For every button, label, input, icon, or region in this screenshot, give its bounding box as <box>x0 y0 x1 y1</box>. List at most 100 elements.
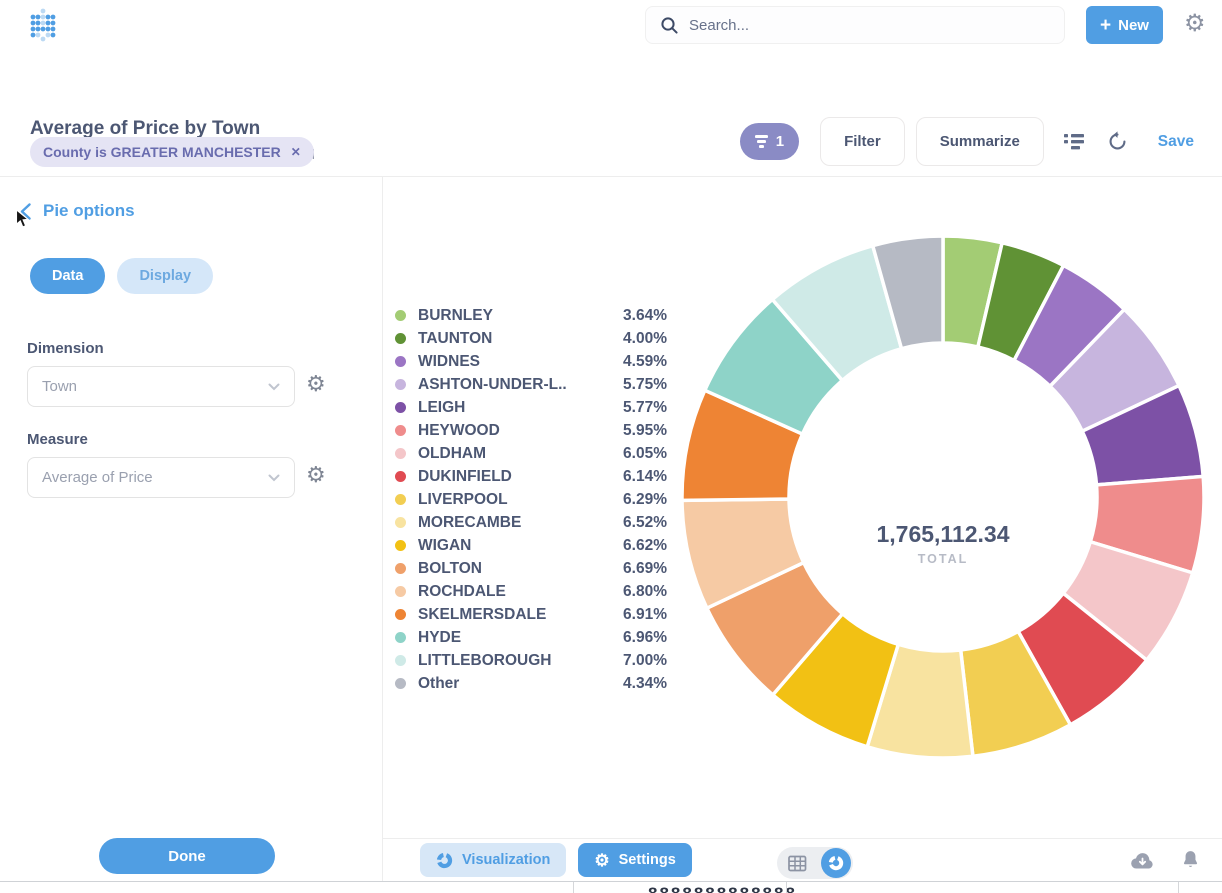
legend-percent: 4.34% <box>623 674 667 692</box>
summarize-button[interactable]: Summarize <box>915 117 1044 166</box>
search-bar[interactable] <box>645 6 1065 44</box>
legend-dot <box>395 563 406 574</box>
legend-label: TAUNTON <box>418 329 493 347</box>
metabase-logo-icon[interactable] <box>30 8 58 47</box>
sidebar-tabs: Data Display <box>30 258 214 294</box>
chevron-left-icon[interactable] <box>20 202 31 220</box>
legend-item[interactable]: ASHTON-UNDER-L.. 5.75% <box>395 373 667 396</box>
legend-percent: 6.29% <box>623 490 667 508</box>
dimension-select[interactable]: Town <box>27 366 295 407</box>
new-button[interactable]: + New <box>1086 6 1163 44</box>
legend-percent: 6.52% <box>623 513 667 531</box>
filter-chip-label: County is GREATER MANCHESTER <box>43 144 281 160</box>
table-view-icon[interactable] <box>788 855 807 872</box>
chevron-down-icon <box>268 383 280 391</box>
legend-item[interactable]: HYDE 6.96% <box>395 626 667 649</box>
legend-item[interactable]: Other 4.34% <box>395 672 667 695</box>
funnel-icon <box>754 135 768 148</box>
legend-label: Other <box>418 674 460 692</box>
legend-label: HEYWOOD <box>418 421 500 439</box>
legend-label: ASHTON-UNDER-L.. <box>418 375 567 393</box>
legend-item[interactable]: WIGAN 6.62% <box>395 534 667 557</box>
legend-dot <box>395 333 406 344</box>
filter-chip[interactable]: County is GREATER MANCHESTER ✕ <box>30 137 314 167</box>
legend-label: WIDNES <box>418 352 480 370</box>
legend-item[interactable]: BURNLEY 3.64% <box>395 304 667 327</box>
legend-item[interactable]: LITTLEBOROUGH 7.00% <box>395 649 667 672</box>
legend-label: LIVERPOOL <box>418 490 508 508</box>
legend-dot <box>395 448 406 459</box>
legend-percent: 4.59% <box>623 352 667 370</box>
sidebar-title: Pie options <box>43 201 135 220</box>
close-icon[interactable]: ✕ <box>290 145 301 159</box>
legend-item[interactable]: SKELMERSDALE 6.91% <box>395 603 667 626</box>
dimension-value: Town <box>42 378 78 395</box>
donut-chart <box>673 227 1213 767</box>
mouse-cursor-icon <box>15 208 32 235</box>
admin-gear-icon[interactable]: ⚙ <box>1184 10 1206 37</box>
measure-value: Average of Price <box>42 469 153 486</box>
question-title[interactable]: Average of Price by Town <box>30 118 261 139</box>
tab-display[interactable]: Display <box>117 258 214 294</box>
visualization-button[interactable]: Visualization <box>420 843 567 877</box>
legend-item[interactable]: HEYWOOD 5.95% <box>395 419 667 442</box>
legend-percent: 6.69% <box>623 559 667 577</box>
legend-percent: 6.14% <box>623 467 667 485</box>
settings-button[interactable]: ⚙ Settings <box>578 843 692 877</box>
legend-dot <box>395 678 406 689</box>
legend-item[interactable]: WIDNES 4.59% <box>395 350 667 373</box>
chart-type-toggle <box>777 847 853 879</box>
notebook-editor-icon[interactable] <box>1063 132 1085 151</box>
legend-percent: 3.64% <box>623 306 667 324</box>
question-toolbar: 1 Filter Summarize Save <box>739 117 1194 166</box>
legend-item[interactable]: LEIGH 5.77% <box>395 396 667 419</box>
tab-data[interactable]: Data <box>30 258 106 294</box>
sidebar-header: Pie options <box>20 201 135 221</box>
filter-button[interactable]: Filter <box>820 117 905 166</box>
pie-slice[interactable] <box>870 234 945 351</box>
legend-item[interactable]: DUKINFIELD 6.14% <box>395 465 667 488</box>
legend-dot <box>395 310 406 321</box>
measure-gear-icon[interactable]: ⚙ <box>306 462 326 487</box>
legend-percent: 6.91% <box>623 605 667 623</box>
legend-item[interactable]: MORECAMBE 6.52% <box>395 511 667 534</box>
body: Pie options Data Display Dimension Town … <box>0 177 1222 893</box>
legend-percent: 7.00% <box>623 651 667 669</box>
filter-count-badge[interactable]: 1 <box>739 123 800 160</box>
legend-dot <box>395 517 406 528</box>
measure-select[interactable]: Average of Price <box>27 457 295 498</box>
download-icon[interactable] <box>1129 851 1156 871</box>
pie-view-icon[interactable] <box>821 848 851 878</box>
filter-chip-row: County is GREATER MANCHESTER ✕ <box>0 116 1222 177</box>
measure-label: Measure <box>27 431 88 448</box>
pie-options-sidebar: Pie options Data Display Dimension Town … <box>0 177 383 893</box>
legend-label: BURNLEY <box>418 306 493 324</box>
legend-item[interactable]: TAUNTON 4.00% <box>395 327 667 350</box>
bell-icon[interactable] <box>1181 849 1200 870</box>
legend-item[interactable]: LIVERPOOL 6.29% <box>395 488 667 511</box>
clipped-row-text: 8888888888888 <box>648 884 797 893</box>
legend-dot <box>395 540 406 551</box>
legend-dot <box>395 425 406 436</box>
visualization-area: BURNLEY 3.64% TAUNTON 4.00% WIDNES 4.59% ASHTO… <box>383 177 1222 893</box>
refresh-icon[interactable] <box>1107 131 1128 152</box>
done-button[interactable]: Done <box>99 838 275 874</box>
legend-label: LITTLEBOROUGH <box>418 651 552 669</box>
legend-item[interactable]: OLDHAM 6.05% <box>395 442 667 465</box>
search-input[interactable] <box>689 16 1050 34</box>
dimension-gear-icon[interactable]: ⚙ <box>306 371 326 396</box>
clipped-table-row: 8888888888888 <box>0 881 1222 893</box>
question-bar: Average of Price by Town ClickHouse-US-E… <box>0 50 1222 166</box>
legend-percent: 6.05% <box>623 444 667 462</box>
visualization-footer: Visualization ⚙ Settings <box>383 838 1222 881</box>
legend-item[interactable]: ROCHDALE 6.80% <box>395 580 667 603</box>
settings-label: Settings <box>618 852 676 868</box>
chevron-down-icon <box>268 474 280 482</box>
legend-percent: 6.80% <box>623 582 667 600</box>
app-header: + New ⚙ <box>0 0 1222 50</box>
save-button[interactable]: Save <box>1157 132 1194 150</box>
legend-percent: 4.00% <box>623 329 667 347</box>
legend-label: ROCHDALE <box>418 582 506 600</box>
legend-item[interactable]: BOLTON 6.69% <box>395 557 667 580</box>
